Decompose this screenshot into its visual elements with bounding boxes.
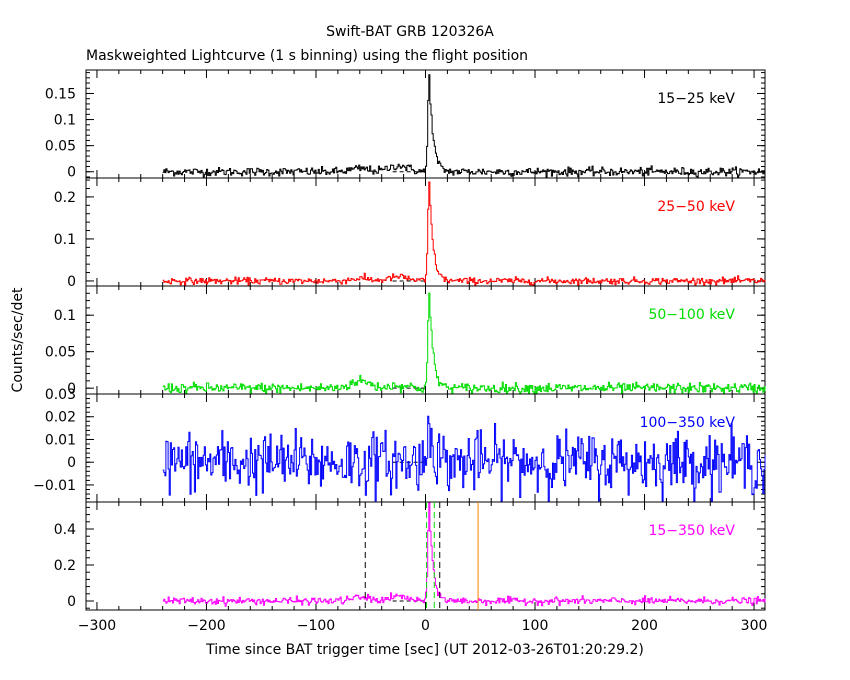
y-tick-label: 0.05	[45, 345, 76, 361]
series-line	[162, 292, 766, 394]
x-tick-label: −300	[78, 618, 116, 634]
y-tick-label: 0	[67, 455, 76, 471]
y-tick-label: 0.4	[54, 522, 76, 538]
y-tick-label: 0.1	[54, 232, 76, 248]
panel-frame	[85, 177, 766, 287]
y-tick-label: 0	[67, 274, 76, 290]
energy-band-label: 15−350 keV	[648, 523, 735, 539]
y-tick-label: 0.2	[54, 190, 76, 206]
y-tick-label: 0.15	[45, 86, 76, 102]
y-tick-label: −0.01	[33, 478, 76, 494]
energy-band-label: 100−350 keV	[640, 415, 736, 431]
x-tick-label: −100	[297, 618, 335, 634]
y-axis-label: Counts/sec/det	[10, 287, 26, 392]
chart-subtitle: Maskweighted Lightcurve (1 s binning) us…	[86, 48, 528, 64]
y-tick-label: 0.05	[45, 139, 76, 155]
series-line	[162, 74, 766, 178]
series-line	[162, 502, 766, 607]
energy-band-label: 50−100 keV	[648, 307, 735, 323]
y-tick-label: 0	[67, 381, 76, 397]
energy-band-label: 25−50 keV	[657, 199, 735, 215]
x-tick-label: 0	[421, 618, 430, 634]
y-tick-label: 0	[67, 165, 76, 181]
y-tick-label: 0	[67, 594, 76, 610]
y-tick-label: 0.2	[54, 558, 76, 574]
x-tick-label: 300	[741, 618, 768, 634]
panel-frame	[85, 69, 766, 179]
panel-frame	[85, 285, 766, 395]
series-line	[162, 181, 766, 286]
x-tick-label: −200	[187, 618, 225, 634]
y-tick-label: 0.03	[45, 387, 76, 403]
chart-title: Swift-BAT GRB 120326A	[326, 24, 494, 40]
y-tick-label: 0.01	[45, 432, 76, 448]
y-tick-label: 0.1	[54, 308, 76, 324]
x-axis-label: Time since BAT trigger time [sec] (UT 20…	[205, 642, 644, 658]
y-tick-label: 0.1	[54, 113, 76, 129]
x-tick-label: 200	[631, 618, 658, 634]
x-tick-label: 100	[522, 618, 549, 634]
series-line	[162, 415, 766, 502]
y-tick-label: 0.02	[45, 410, 76, 426]
energy-band-label: 15−25 keV	[657, 91, 735, 107]
